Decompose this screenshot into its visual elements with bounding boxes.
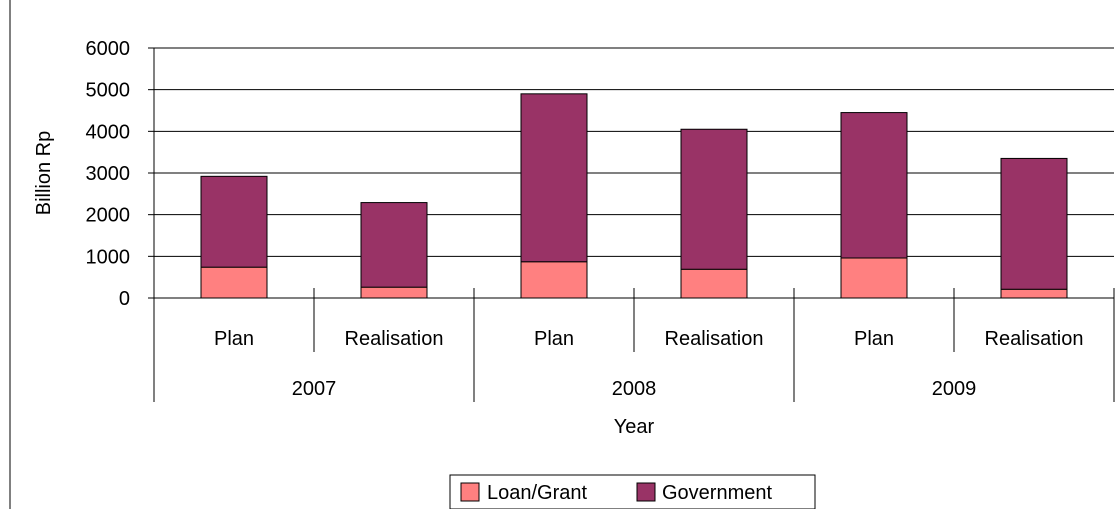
bar-loan-grant-2	[520, 261, 588, 299]
y-tick-labels: 0 1000 2000 3000 4000 5000 6000	[86, 38, 131, 310]
bar-government-4	[840, 112, 908, 259]
x-category-label: Plan	[534, 328, 574, 350]
x-category-labels: Plan Realisation Plan Realisation Plan Realis…	[214, 328, 1083, 400]
x-group-label: 2007	[292, 378, 337, 400]
y-tick-label: 0	[119, 288, 130, 310]
x-category-label: Plan	[854, 328, 894, 350]
legend-label-loan-grant: Loan/Grant	[487, 482, 588, 504]
x-group-label: 2008	[612, 378, 657, 400]
y-tick-label: 4000	[86, 121, 131, 143]
bar-government-3	[680, 128, 748, 270]
bar-loan-grant-3	[680, 268, 748, 299]
x-category-label: Realisation	[345, 328, 444, 350]
legend-box	[449, 474, 816, 510]
x-group-label: 2009	[932, 378, 977, 400]
bar-loan-grant-1	[360, 286, 428, 299]
x-category-label: Realisation	[665, 328, 764, 350]
bar-government-2	[520, 93, 588, 263]
y-tick-label: 3000	[86, 163, 131, 185]
y-tick-label: 6000	[86, 38, 131, 60]
y-tick-label: 5000	[86, 80, 131, 102]
legend-swatch-government	[636, 482, 656, 502]
x-axis-label: Year	[614, 416, 655, 438]
y-tick-label: 2000	[86, 205, 131, 227]
bar-loan-grant-4	[840, 257, 908, 299]
bar-government-1	[360, 202, 428, 288]
bar-loan-grant-0	[200, 266, 268, 299]
bar-government-0	[200, 175, 268, 268]
legend: Loan/Grant Government	[449, 474, 816, 510]
bars	[200, 93, 1068, 299]
legend-label-government: Government	[662, 482, 772, 504]
bar-government-5	[1000, 157, 1068, 290]
bar-loan-grant-5	[1000, 288, 1068, 299]
gridlines	[154, 47, 1114, 257]
legend-swatch-loan-grant	[460, 482, 480, 502]
y-axis-label: Billion Rp	[33, 131, 55, 215]
axes	[148, 47, 1115, 402]
x-category-label: Realisation	[985, 328, 1084, 350]
y-tick-label: 1000	[86, 246, 131, 268]
x-category-label: Plan	[214, 328, 254, 350]
